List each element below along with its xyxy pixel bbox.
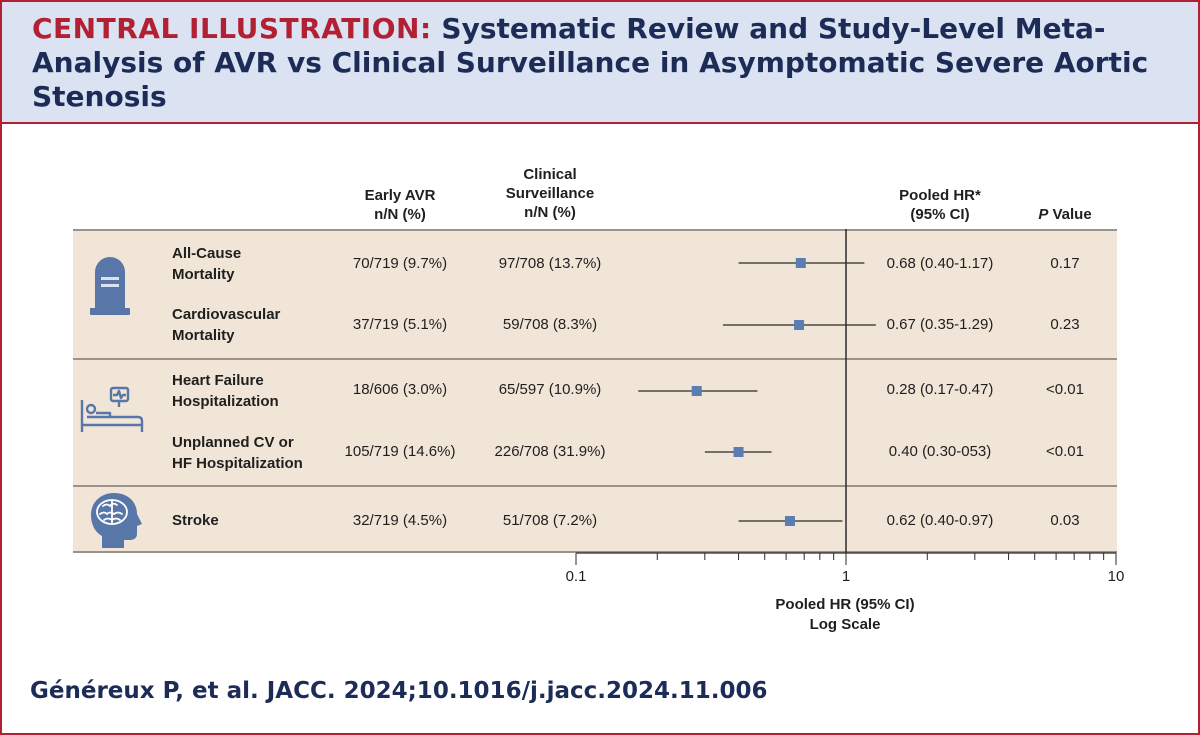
x-tick-label: 10 (1107, 568, 1125, 585)
p-value-cell: <0.01 (1046, 381, 1084, 398)
p-value-cell: 0.03 (1050, 512, 1080, 529)
p-rest: Value (1048, 206, 1092, 223)
hr-point-marker (795, 258, 806, 268)
hr-ci-cell: 0.67 (0.35-1.29) (886, 316, 994, 333)
p-value-cell: 0.23 (1050, 316, 1080, 333)
band-hospitalization (73, 358, 1117, 487)
early-avr-cell: 18/606 (3.0%) (352, 381, 448, 398)
outcome-label-stroke: Stroke (172, 512, 219, 529)
surveillance-cell: 97/708 (13.7%) (498, 255, 602, 272)
col-header-early-avr: Early AVR n/N (%) (364, 187, 436, 223)
early-avr-cell: 32/719 (4.5%) (352, 512, 448, 529)
surveillance-cell: 65/597 (10.9%) (498, 381, 602, 398)
x-tick-label: 0.1 (565, 568, 587, 585)
p-value-cell: <0.01 (1046, 443, 1084, 460)
page-title: CENTRAL ILLUSTRATION: Systematic Review … (32, 12, 1152, 114)
central-illustration-label: CENTRAL ILLUSTRATION: (32, 12, 432, 45)
x-tick-label: 1 (841, 568, 851, 585)
hr-ci-cell: 0.62 (0.40-0.97) (886, 512, 994, 529)
hr-point-marker (784, 516, 795, 526)
early-avr-cell: 37/719 (5.1%) (352, 316, 448, 333)
hr-point-marker (733, 447, 744, 457)
hospital-bed-icon (80, 386, 144, 432)
title-banner: CENTRAL ILLUSTRATION: Systematic Review … (2, 2, 1198, 124)
title-text: Systematic Review and Study-Level Meta-A… (32, 12, 1149, 113)
hr-point-marker (691, 386, 702, 396)
surveillance-cell: 51/708 (7.2%) (502, 512, 598, 529)
col-header-pooled-hr: Pooled HR* (95% CI) (899, 187, 981, 223)
outcome-label-cv-mortality: Cardiovascular Mortality (172, 306, 281, 344)
citation: Généreux P, et al. JACC. 2024;10.1016/j.… (30, 678, 768, 704)
p-value-cell: 0.17 (1050, 255, 1080, 272)
hr-ci-cell: 0.68 (0.40-1.17) (886, 255, 994, 272)
brain-head-icon (91, 493, 142, 548)
outcome-label-unplanned-hospitalization: Unplanned CV or HF Hospitalization (172, 434, 303, 472)
x-axis-title: Pooled HR (95% CI) Log Scale (775, 596, 915, 633)
tombstone-icon (90, 257, 130, 315)
hr-point-marker (794, 320, 805, 330)
surveillance-cell: 59/708 (8.3%) (502, 316, 598, 333)
hr-ci-cell: 0.28 (0.17-0.47) (886, 381, 994, 398)
early-avr-cell: 105/719 (14.6%) (344, 443, 456, 460)
outcome-label-hf-hospitalization: Heart Failure Hospitalization (172, 372, 279, 410)
surveillance-cell: 226/708 (31.9%) (494, 443, 606, 460)
band-stroke (73, 485, 1117, 553)
col-header-p-value: P Value (1015, 205, 1115, 224)
hr-ci-cell: 0.40 (0.30-053) (888, 443, 992, 460)
col-header-surveillance: Clinical Surveillance n/N (%) (505, 166, 595, 221)
outcome-label-all-cause-mortality: All-Cause Mortality (172, 245, 242, 283)
p-italic: P (1038, 206, 1049, 223)
early-avr-cell: 70/719 (9.7%) (352, 255, 448, 272)
